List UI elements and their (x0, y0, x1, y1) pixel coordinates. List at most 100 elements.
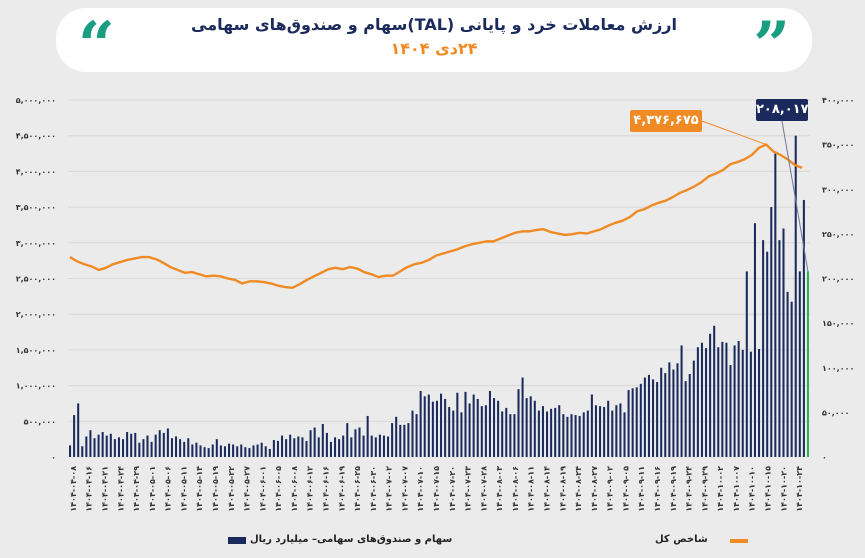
bar (403, 424, 406, 457)
bar (93, 438, 96, 457)
x-tick-label: ۱۴۰۴-۰۶-۱۹ (337, 466, 346, 512)
bar (541, 406, 544, 457)
bar (709, 333, 712, 457)
x-tick-label: ۱۴۰۴-۰۹-۲۹ (700, 466, 709, 512)
bar (431, 401, 434, 457)
bar (370, 435, 373, 457)
bar (664, 373, 667, 457)
bar (558, 405, 561, 457)
x-tick-label: ۱۴۰۴-۱۰-۱۵ (764, 466, 773, 512)
x-tick-label: ۱۴۰۴-۰۸-۱۹ (558, 466, 567, 512)
bar (607, 400, 610, 457)
bar (199, 445, 202, 457)
right-axis-tick-label: ۵۰,۰۰۰ (822, 408, 849, 417)
right-axis-tick-label: ۱۵۰,۰۰۰ (822, 319, 854, 328)
x-tick-label: ۱۴۰۴-۰۸-۱۱ (527, 466, 536, 512)
x-tick-label: ۱۴۰۴-۰۵-۱۱ (179, 466, 188, 512)
bar (700, 342, 703, 457)
bar (660, 367, 663, 457)
bar (440, 393, 443, 457)
bar (798, 271, 801, 457)
right-axis-tick-label: ۲۰۰,۰۰۰ (822, 275, 854, 284)
x-tick-label: ۱۴۰۴-۰۵-۲۲ (227, 466, 236, 512)
bar (69, 445, 72, 457)
bar (594, 405, 597, 457)
bar (407, 423, 410, 457)
bar (615, 405, 618, 457)
right-axis-tick-label: ۰ (822, 453, 827, 462)
bar (806, 271, 809, 457)
bar (635, 387, 638, 457)
bar (647, 374, 650, 457)
bar (109, 433, 112, 457)
bar (142, 439, 145, 457)
bar (223, 446, 226, 457)
x-tick-label: ۱۴۰۴-۰۹-۲۴ (685, 466, 694, 512)
right-axis-tick-label: ۳۵۰,۰۰۰ (822, 141, 854, 150)
bar (122, 439, 125, 457)
bar (574, 415, 577, 457)
left-axis-tick-label: ۱,۵۰۰,۰۰۰ (16, 346, 56, 355)
bar (77, 403, 80, 457)
bar (501, 411, 504, 457)
x-tick-label: ۱۴۰۴-۰۷-۲۳ (464, 466, 473, 512)
bar (187, 438, 190, 457)
bar (688, 373, 691, 457)
bar (219, 445, 222, 457)
bar (244, 447, 247, 457)
bar (745, 271, 748, 457)
x-tick-label: ۱۴۰۴-۰۶-۳۰ (369, 466, 378, 512)
bar (158, 430, 161, 457)
bar (668, 362, 671, 457)
bar (643, 377, 646, 457)
legend-swatches (228, 537, 748, 544)
bar (411, 410, 414, 457)
bar (468, 403, 471, 457)
bar (546, 411, 549, 457)
gridlines (68, 99, 810, 422)
right-axis-tick-label: ۱۰۰,۰۰۰ (822, 364, 854, 373)
bar (81, 446, 84, 457)
x-tick-label: ۱۴۰۴-۱۰-۰۲ (716, 466, 725, 512)
bar (236, 446, 239, 457)
bar (399, 424, 402, 457)
bar (272, 440, 275, 457)
x-tick-label: ۱۴۰۴-۰۷-۱۰ (416, 466, 425, 512)
bar (329, 441, 332, 457)
bar (325, 432, 328, 457)
bar (154, 434, 157, 457)
index-callout: ۴,۳۷۶,۶۷۵ (630, 110, 702, 132)
bar (696, 347, 699, 457)
bar (790, 301, 793, 457)
quote-mark-right-icon: ” (753, 8, 790, 83)
bar (562, 414, 565, 457)
left-axis-tick-label: ۱,۰۰۰,۰۰۰ (16, 382, 56, 391)
x-tick-label: ۱۴۰۴-۰۷-۱۵ (432, 466, 441, 512)
x-tick-label: ۱۴۰۴-۰۵-۱۴ (195, 466, 204, 512)
bar (354, 429, 357, 457)
bar (802, 199, 805, 457)
bar (105, 435, 108, 457)
bar (676, 363, 679, 457)
bar (338, 439, 341, 457)
legend-trades-label: سهام و صندوق‌های سهامی– میلیارد ریال (250, 534, 453, 545)
bar (590, 394, 593, 457)
bar (297, 436, 300, 457)
bar (721, 341, 724, 457)
bar (301, 437, 304, 457)
bar (382, 435, 385, 457)
bar (725, 342, 728, 457)
bar (758, 349, 761, 457)
bar (423, 396, 426, 457)
x-tick-label: ۱۴۰۴-۰۷-۰۲ (385, 466, 394, 512)
x-tick-label: ۱۴۰۴-۰۹-۱۱ (637, 466, 646, 512)
bar (554, 407, 557, 457)
bar (586, 410, 589, 457)
bar (281, 435, 284, 457)
bar (684, 381, 687, 457)
x-tick-label: ۱۴۰۴-۰۷-۲۰ (448, 466, 457, 512)
bar (497, 400, 500, 457)
legend-index-swatch (730, 539, 748, 543)
bar (766, 251, 769, 457)
